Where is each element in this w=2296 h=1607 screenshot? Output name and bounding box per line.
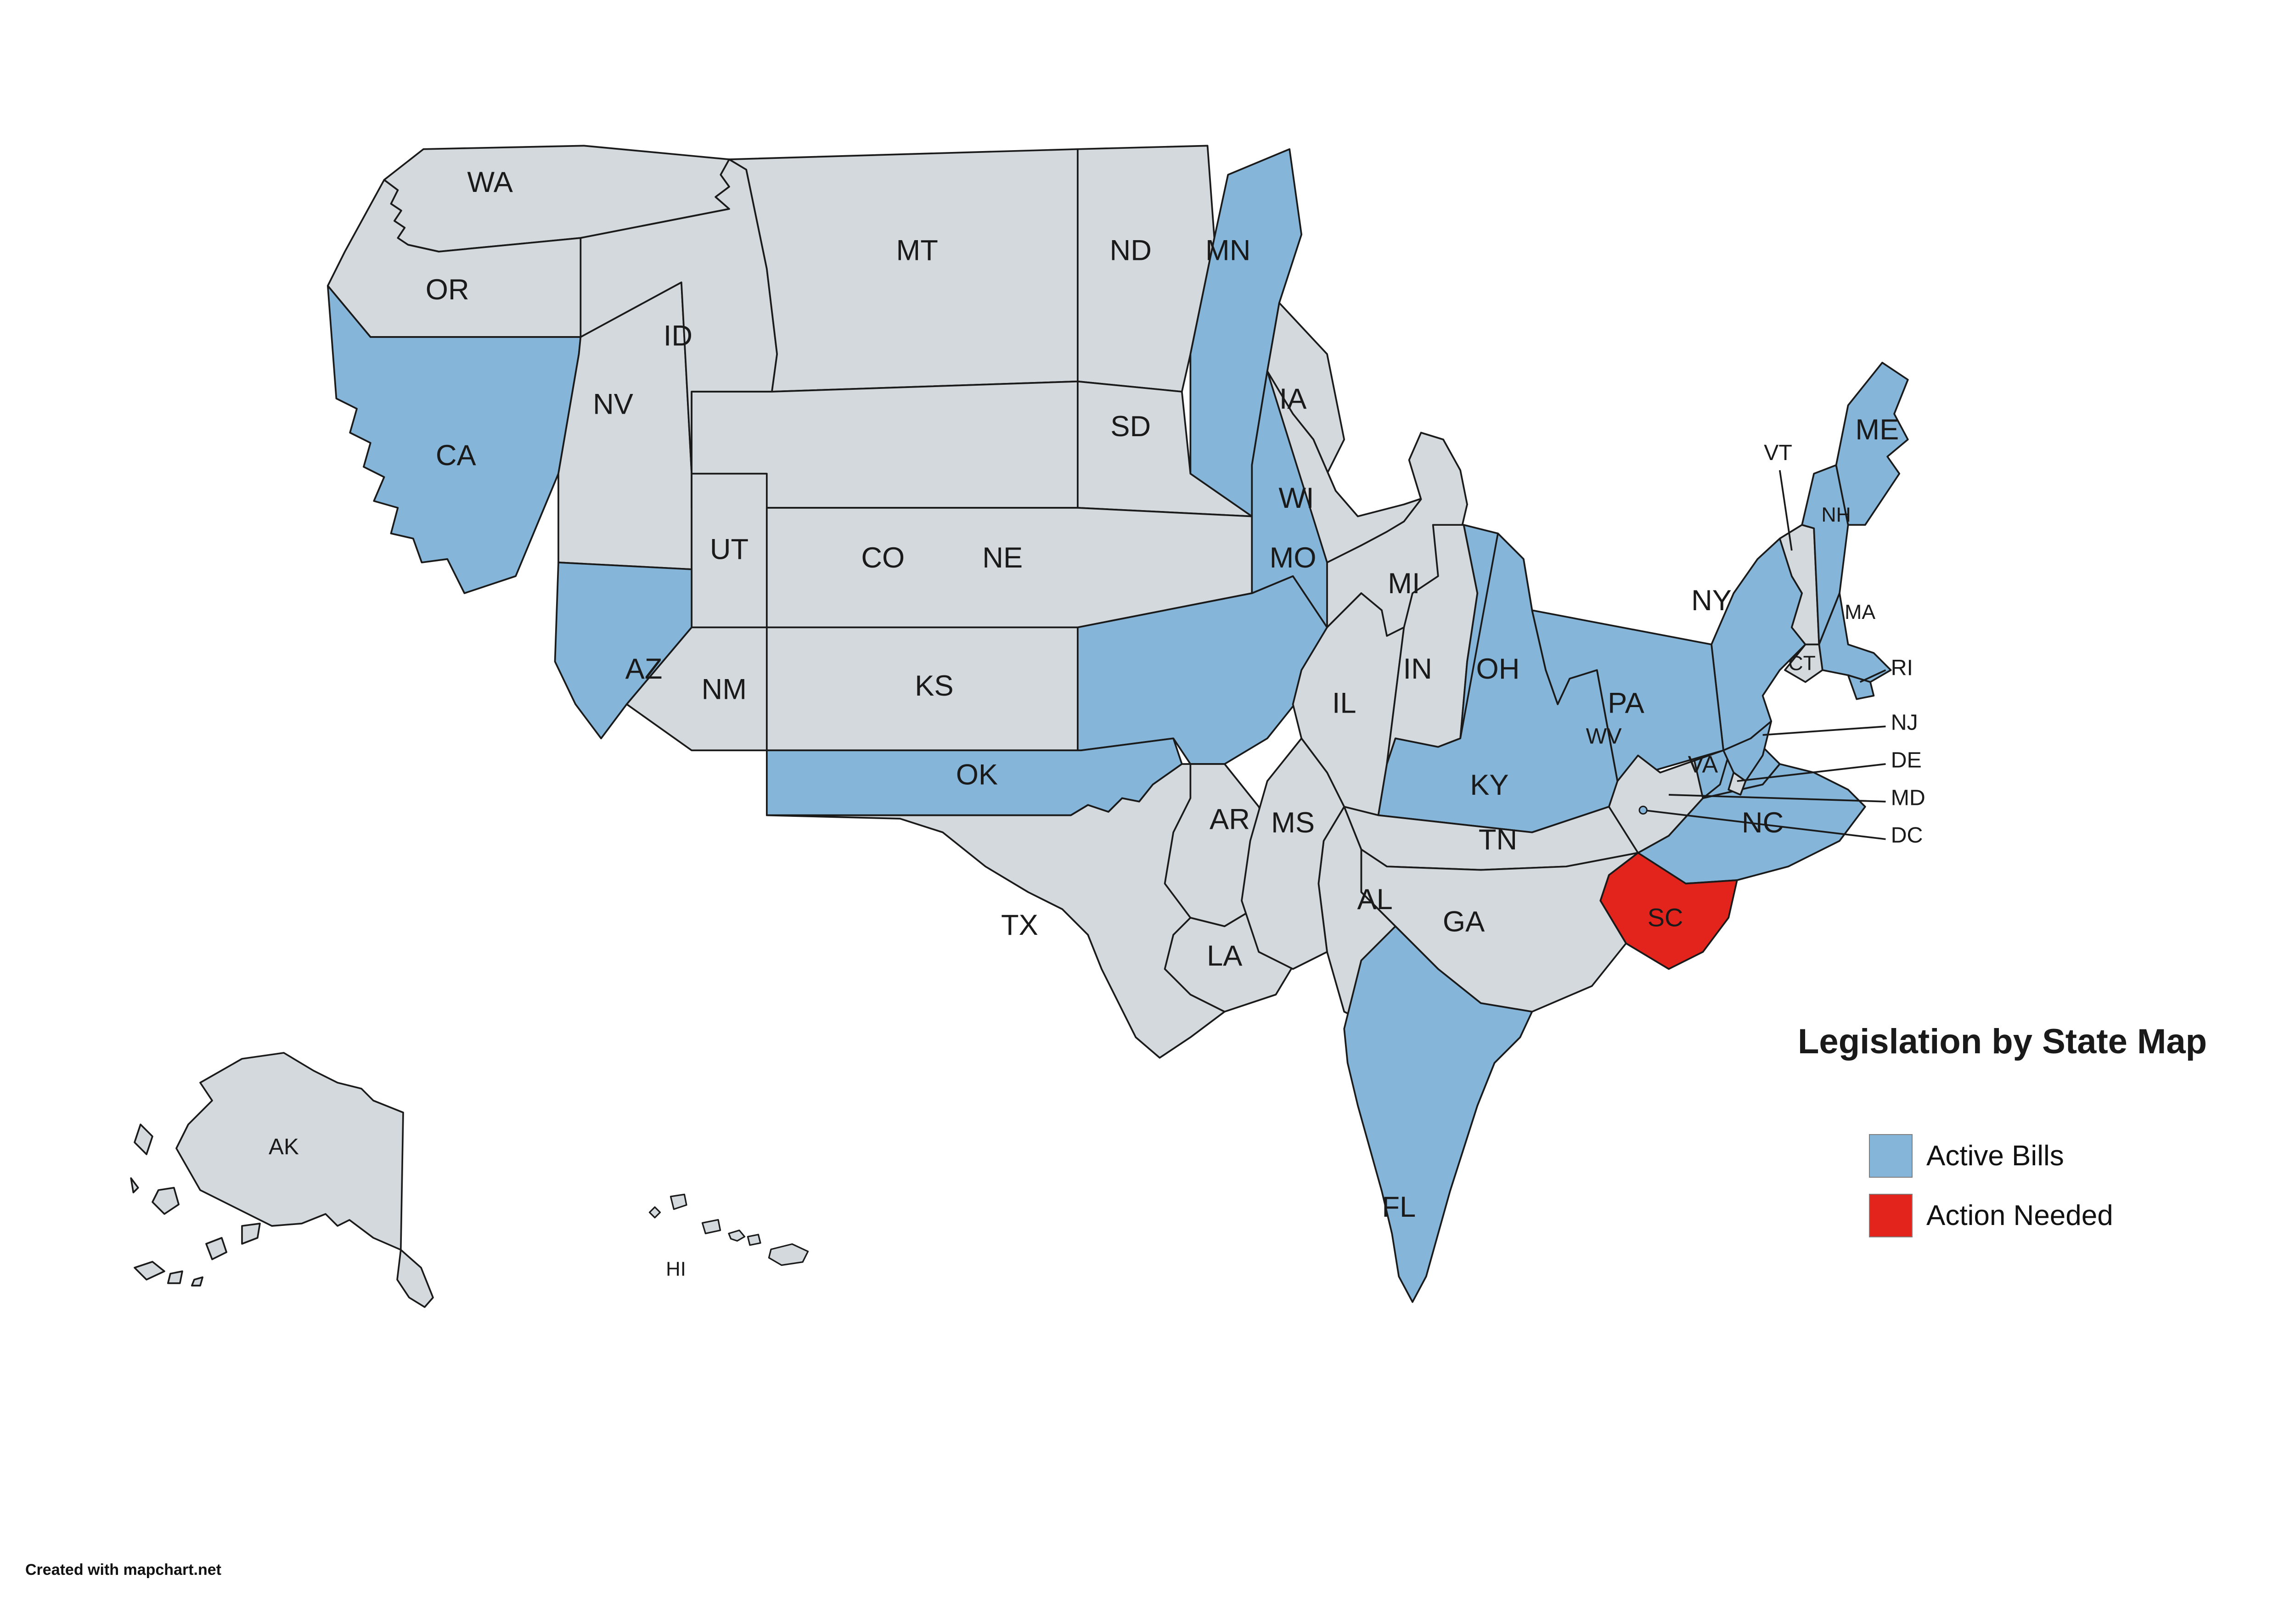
- svg-text:CA: CA: [436, 439, 477, 472]
- svg-text:MI: MI: [1388, 568, 1420, 600]
- svg-text:WV: WV: [1586, 724, 1622, 748]
- svg-text:TN: TN: [1479, 824, 1517, 856]
- svg-text:MT: MT: [896, 235, 938, 267]
- svg-text:VT: VT: [1764, 440, 1792, 465]
- svg-text:NY: NY: [1691, 584, 1732, 617]
- svg-text:DE: DE: [1891, 747, 1922, 772]
- svg-text:PA: PA: [1608, 687, 1644, 719]
- svg-text:IN: IN: [1403, 653, 1432, 685]
- svg-text:GA: GA: [1443, 906, 1485, 938]
- svg-text:IA: IA: [1279, 383, 1307, 415]
- svg-text:AL: AL: [1357, 883, 1392, 916]
- svg-text:HI: HI: [666, 1258, 686, 1281]
- svg-text:NM: NM: [702, 674, 747, 706]
- svg-text:SC: SC: [1648, 903, 1683, 932]
- svg-text:ID: ID: [664, 320, 692, 352]
- svg-text:MO: MO: [1270, 542, 1317, 574]
- svg-text:KY: KY: [1470, 769, 1508, 801]
- svg-text:WA: WA: [467, 166, 513, 198]
- svg-text:VA: VA: [1688, 752, 1718, 778]
- svg-text:LA: LA: [1207, 940, 1243, 972]
- svg-text:CO: CO: [861, 542, 905, 574]
- svg-text:CT: CT: [1788, 652, 1816, 674]
- svg-text:UT: UT: [710, 534, 748, 566]
- svg-text:SD: SD: [1110, 410, 1151, 443]
- svg-text:NV: NV: [593, 388, 633, 420]
- svg-text:MN: MN: [1205, 235, 1250, 267]
- svg-text:MA: MA: [1845, 601, 1875, 624]
- svg-text:TX: TX: [1001, 909, 1038, 941]
- svg-text:DC: DC: [1891, 823, 1923, 848]
- svg-text:AZ: AZ: [625, 653, 663, 685]
- svg-text:KS: KS: [915, 670, 953, 702]
- svg-text:OH: OH: [1476, 653, 1520, 685]
- svg-text:FL: FL: [1382, 1191, 1416, 1223]
- svg-text:NE: NE: [982, 542, 1023, 574]
- svg-text:WI: WI: [1278, 482, 1314, 514]
- svg-text:RI: RI: [1891, 656, 1913, 680]
- svg-text:NJ: NJ: [1891, 710, 1918, 735]
- svg-text:OR: OR: [426, 274, 469, 306]
- svg-text:MD: MD: [1891, 785, 1925, 810]
- svg-text:MS: MS: [1271, 807, 1315, 839]
- svg-text:AK: AK: [269, 1134, 299, 1159]
- svg-text:ME: ME: [1855, 414, 1899, 446]
- svg-text:IL: IL: [1332, 687, 1356, 719]
- svg-text:NH: NH: [1821, 504, 1851, 526]
- svg-text:OK: OK: [956, 759, 998, 791]
- svg-text:ND: ND: [1110, 235, 1152, 267]
- svg-text:AR: AR: [1210, 803, 1250, 835]
